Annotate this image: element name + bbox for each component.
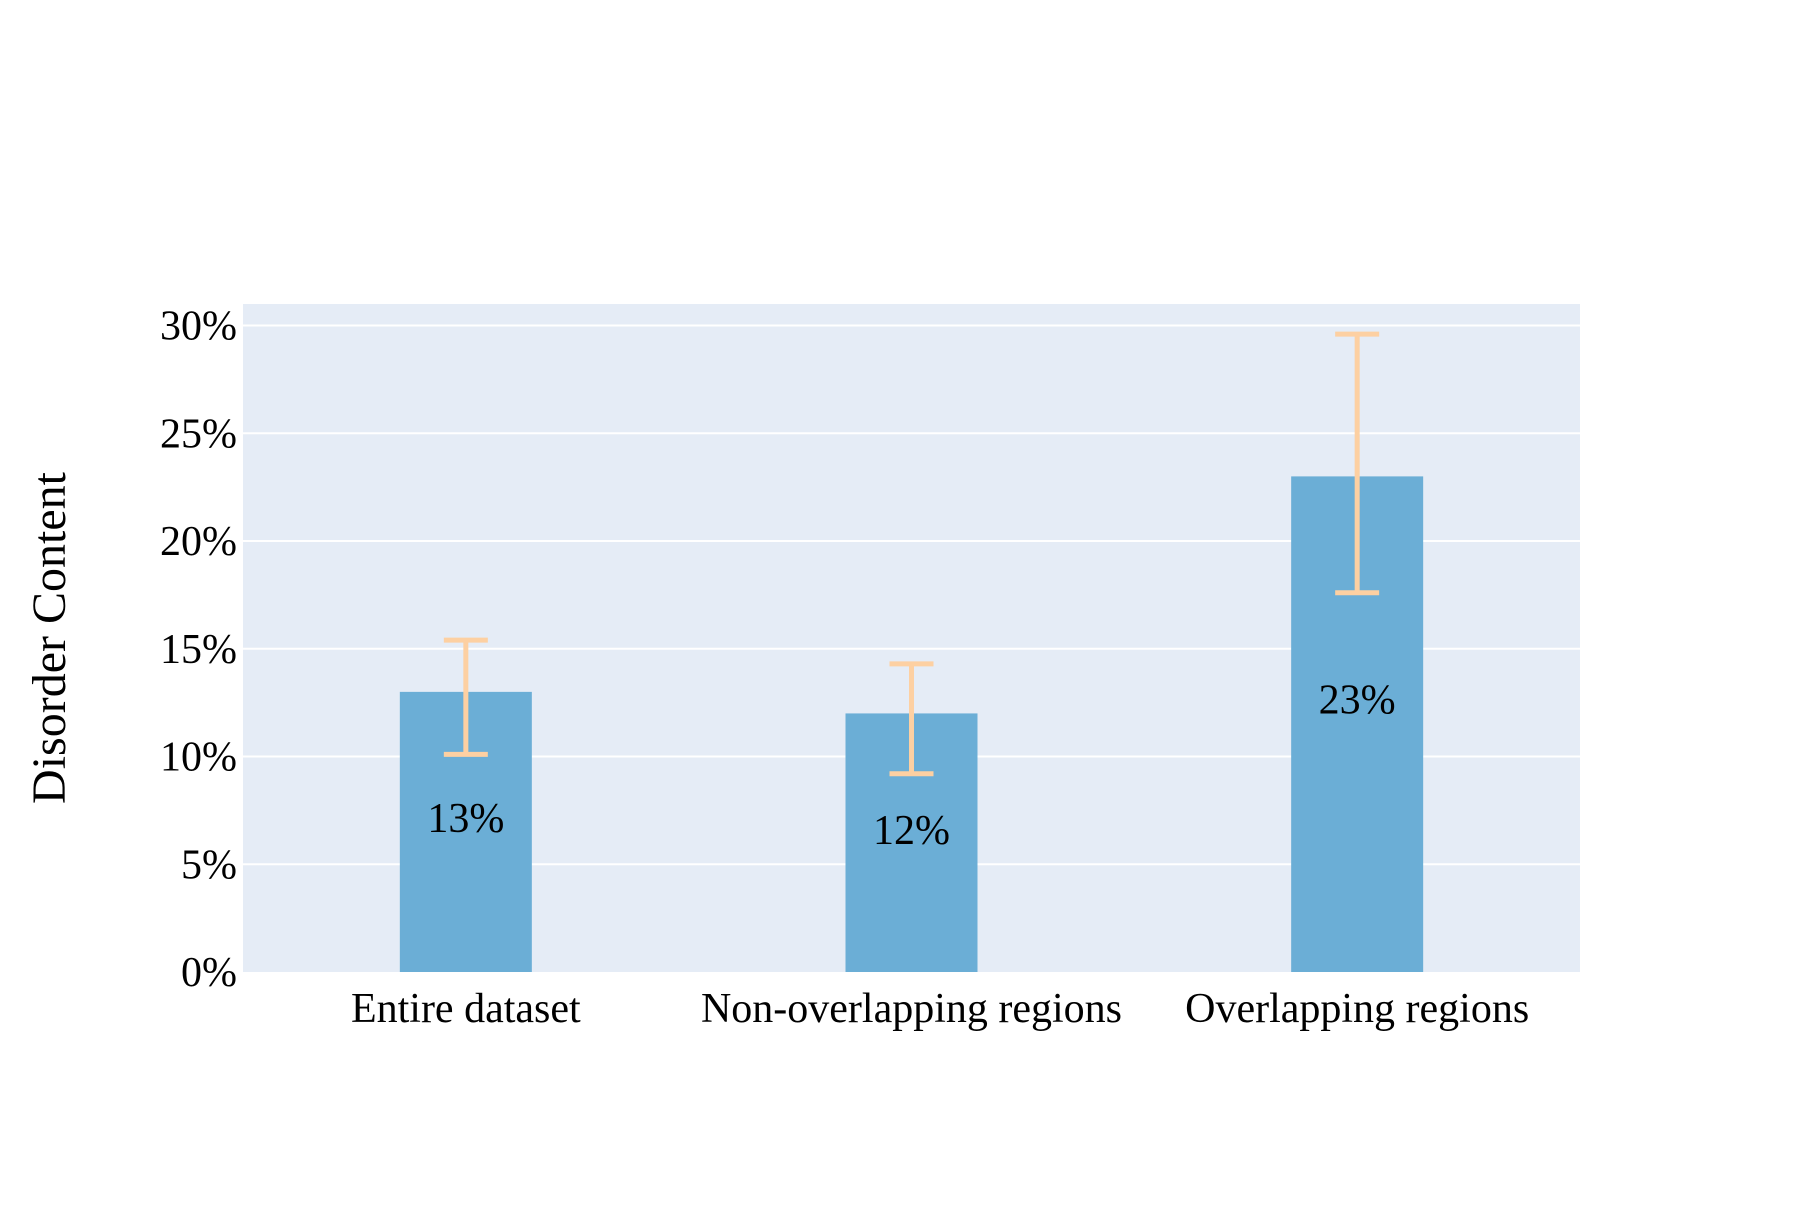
x-tick-label: Overlapping regions [1185, 986, 1529, 1032]
error-bar [443, 637, 488, 757]
y-tick-label: 25% [160, 411, 237, 457]
error-bars [443, 331, 1380, 777]
y-tick-label: 15% [160, 627, 237, 673]
bar-value-label: 13% [427, 796, 504, 842]
error-bar [889, 661, 934, 777]
y-axis-title: Disorder Content [23, 471, 76, 804]
x-axis-ticks: Entire dataset Non-overlapping regions Ove… [351, 986, 1529, 1032]
y-axis-ticks: 0% 5% 10% 15% 20% 25% 30% [160, 304, 237, 996]
data-labels: 13% 12% 23% [427, 677, 1395, 853]
bar-value-label: 12% [873, 808, 950, 854]
y-tick-label: 20% [160, 519, 237, 565]
y-tick-label: 30% [160, 304, 237, 350]
bar-value-label: 23% [1319, 677, 1396, 723]
y-tick-label: 0% [181, 950, 237, 996]
x-tick-label: Non-overlapping regions [701, 986, 1122, 1032]
error-bar [1335, 331, 1380, 596]
x-tick-label: Entire dataset [351, 986, 581, 1032]
y-tick-label: 5% [181, 842, 237, 888]
y-tick-label: 10% [160, 735, 237, 781]
